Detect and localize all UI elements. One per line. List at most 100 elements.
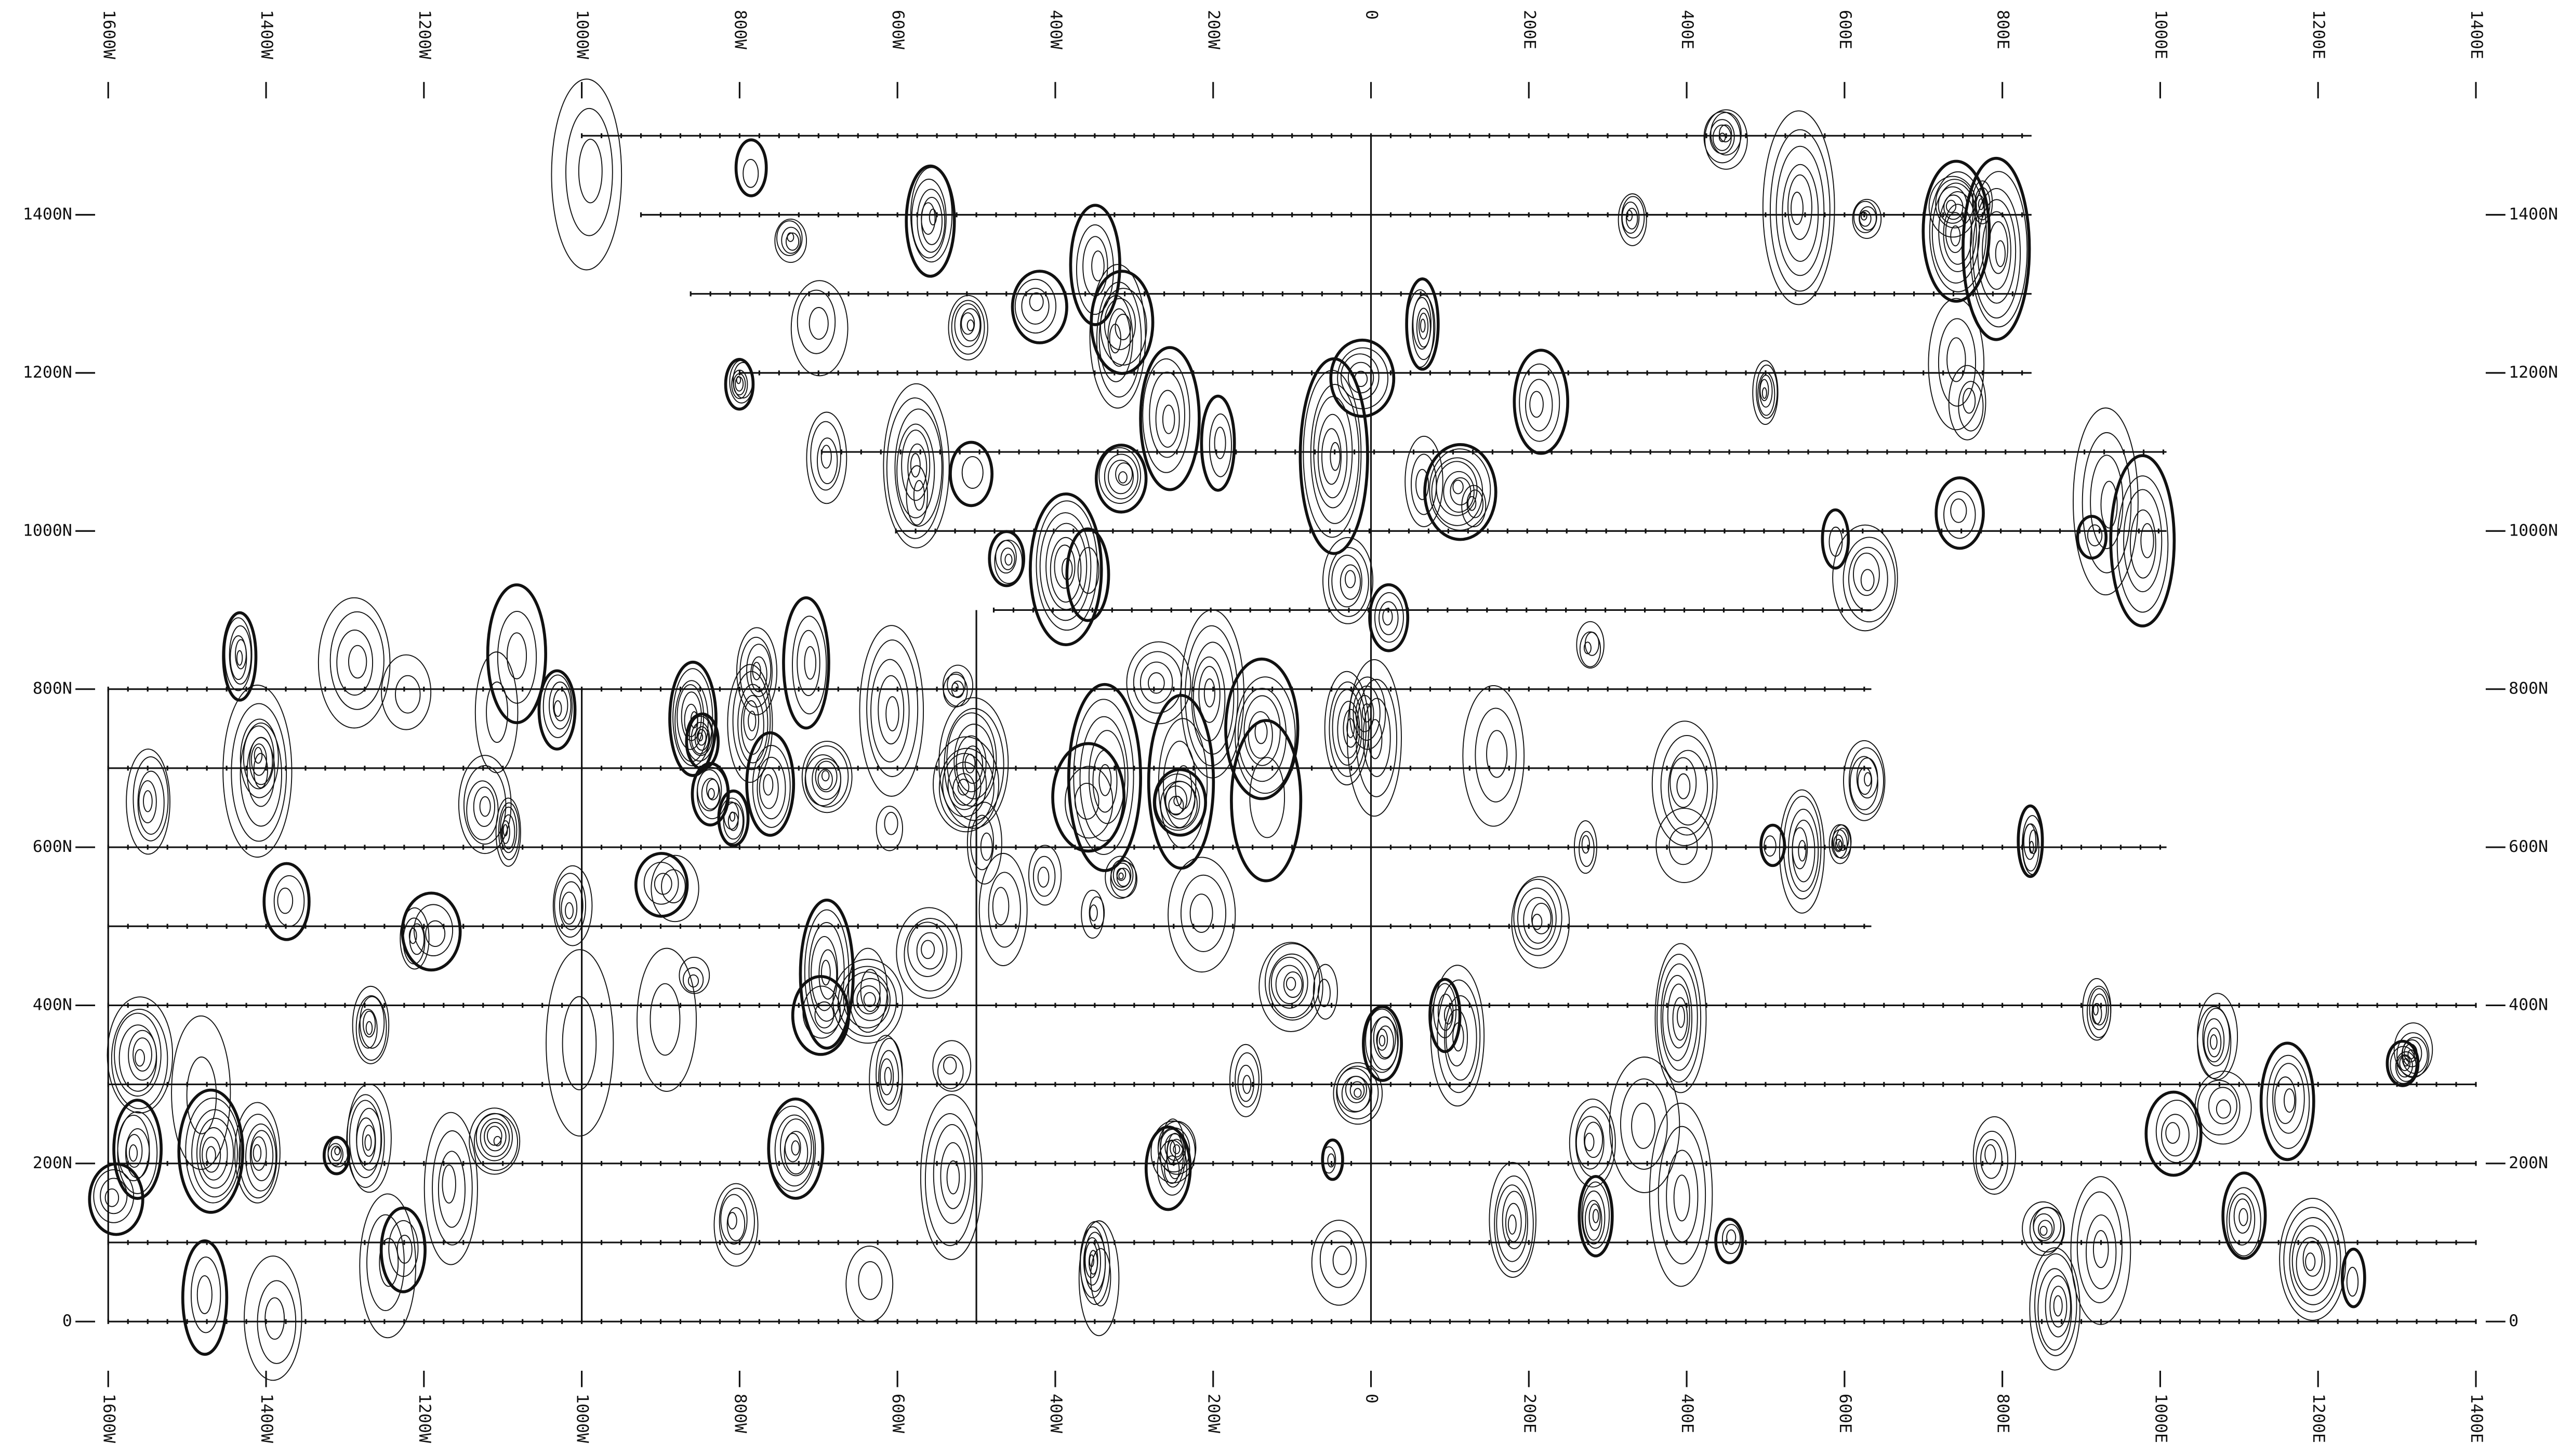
contour <box>857 986 880 1014</box>
contour <box>2054 1295 2062 1316</box>
contour <box>244 1256 302 1380</box>
bottom-x-label: 1400W <box>257 1394 276 1443</box>
contour <box>2239 1209 2247 1226</box>
contour <box>1677 1006 1685 1027</box>
contour <box>688 975 698 987</box>
right-y-label: 800N <box>2509 679 2548 698</box>
contour <box>2073 408 2138 595</box>
contour <box>1673 998 1687 1040</box>
contour <box>884 812 897 835</box>
contour <box>728 812 738 831</box>
contour <box>561 892 577 925</box>
contour <box>2208 1028 2221 1057</box>
contour <box>1849 547 1888 611</box>
contour <box>274 876 304 927</box>
contour <box>1585 1133 1594 1151</box>
contour <box>886 697 899 731</box>
contour <box>1092 251 1104 280</box>
contour <box>803 986 840 1038</box>
contour <box>1670 758 1696 808</box>
contour <box>1861 569 1874 591</box>
contour <box>335 1147 340 1155</box>
contour <box>1090 905 1097 921</box>
contour <box>395 676 420 713</box>
contour <box>356 1118 375 1164</box>
contour <box>409 924 424 954</box>
axis-labels: 1600W1600W1400W1400W1200W1200W1000W1000W… <box>23 10 2558 1443</box>
contour <box>735 377 743 391</box>
contour <box>1099 765 1111 796</box>
contour <box>885 1067 892 1086</box>
contour <box>1108 460 1133 493</box>
contour <box>1363 698 1390 777</box>
contour <box>319 598 390 728</box>
contour <box>1453 480 1463 493</box>
contour <box>897 424 934 517</box>
contour <box>1939 318 1976 406</box>
contour <box>94 1170 134 1223</box>
contour <box>1314 965 1337 1019</box>
contour <box>560 881 583 929</box>
contour <box>2267 1056 2309 1148</box>
contour <box>1857 758 1878 798</box>
contour <box>802 741 852 812</box>
contour <box>1119 472 1127 483</box>
contour <box>1621 1079 1667 1169</box>
contour <box>135 1050 144 1066</box>
contour <box>139 781 156 823</box>
survey-lines <box>108 133 2476 1324</box>
contour <box>1287 978 1295 991</box>
contour <box>1226 659 1298 799</box>
contour <box>939 749 994 827</box>
top-x-label: 800W <box>731 10 749 49</box>
contour <box>554 701 562 716</box>
contour <box>231 704 286 841</box>
contour <box>265 1298 284 1339</box>
contour <box>804 647 816 679</box>
contour <box>1973 1117 2016 1194</box>
contour <box>1580 632 1600 666</box>
contour <box>1864 772 1871 786</box>
contour <box>797 631 819 696</box>
contour <box>1780 790 1824 913</box>
contour <box>1946 201 1956 212</box>
contour <box>1255 720 1267 744</box>
contour <box>1069 685 1141 871</box>
page: 1600W1600W1400W1400W1200W1200W1000W1000W… <box>0 0 2571 1456</box>
bottom-x-label: 1000W <box>573 1394 592 1443</box>
contour <box>1096 445 1146 512</box>
contour <box>971 815 993 870</box>
bottom-x-label: 200W <box>1204 1394 1223 1433</box>
contour <box>192 1110 237 1197</box>
contour <box>197 1276 212 1314</box>
contour <box>475 652 518 772</box>
left-y-label: 1000N <box>23 521 72 540</box>
contour <box>2234 1199 2251 1233</box>
top-x-label: 0 <box>1362 10 1381 20</box>
contour <box>120 1025 157 1091</box>
contour <box>337 630 373 695</box>
contour <box>1079 1221 1119 1335</box>
contour <box>979 853 1027 966</box>
contour <box>811 422 841 490</box>
contour <box>1722 1224 1740 1253</box>
contour <box>921 1094 982 1259</box>
right-y-label: 200N <box>2509 1154 2548 1172</box>
contour <box>743 159 758 188</box>
contour <box>1265 944 1320 1020</box>
contour <box>1951 499 1966 523</box>
contour <box>2210 1035 2217 1049</box>
bottom-x-label: 1200E <box>2309 1394 2328 1443</box>
contour <box>821 960 830 985</box>
top-x-label: 1400W <box>257 10 276 59</box>
top-x-label: 1200E <box>2309 10 2328 59</box>
contour <box>1081 890 1104 938</box>
contour <box>2086 1215 2116 1289</box>
contour <box>786 233 799 250</box>
contour <box>911 453 920 477</box>
contour <box>2217 1100 2231 1118</box>
contour <box>2297 1237 2325 1290</box>
contour <box>1033 857 1055 897</box>
contour <box>1332 555 1362 607</box>
contour <box>1514 879 1561 956</box>
